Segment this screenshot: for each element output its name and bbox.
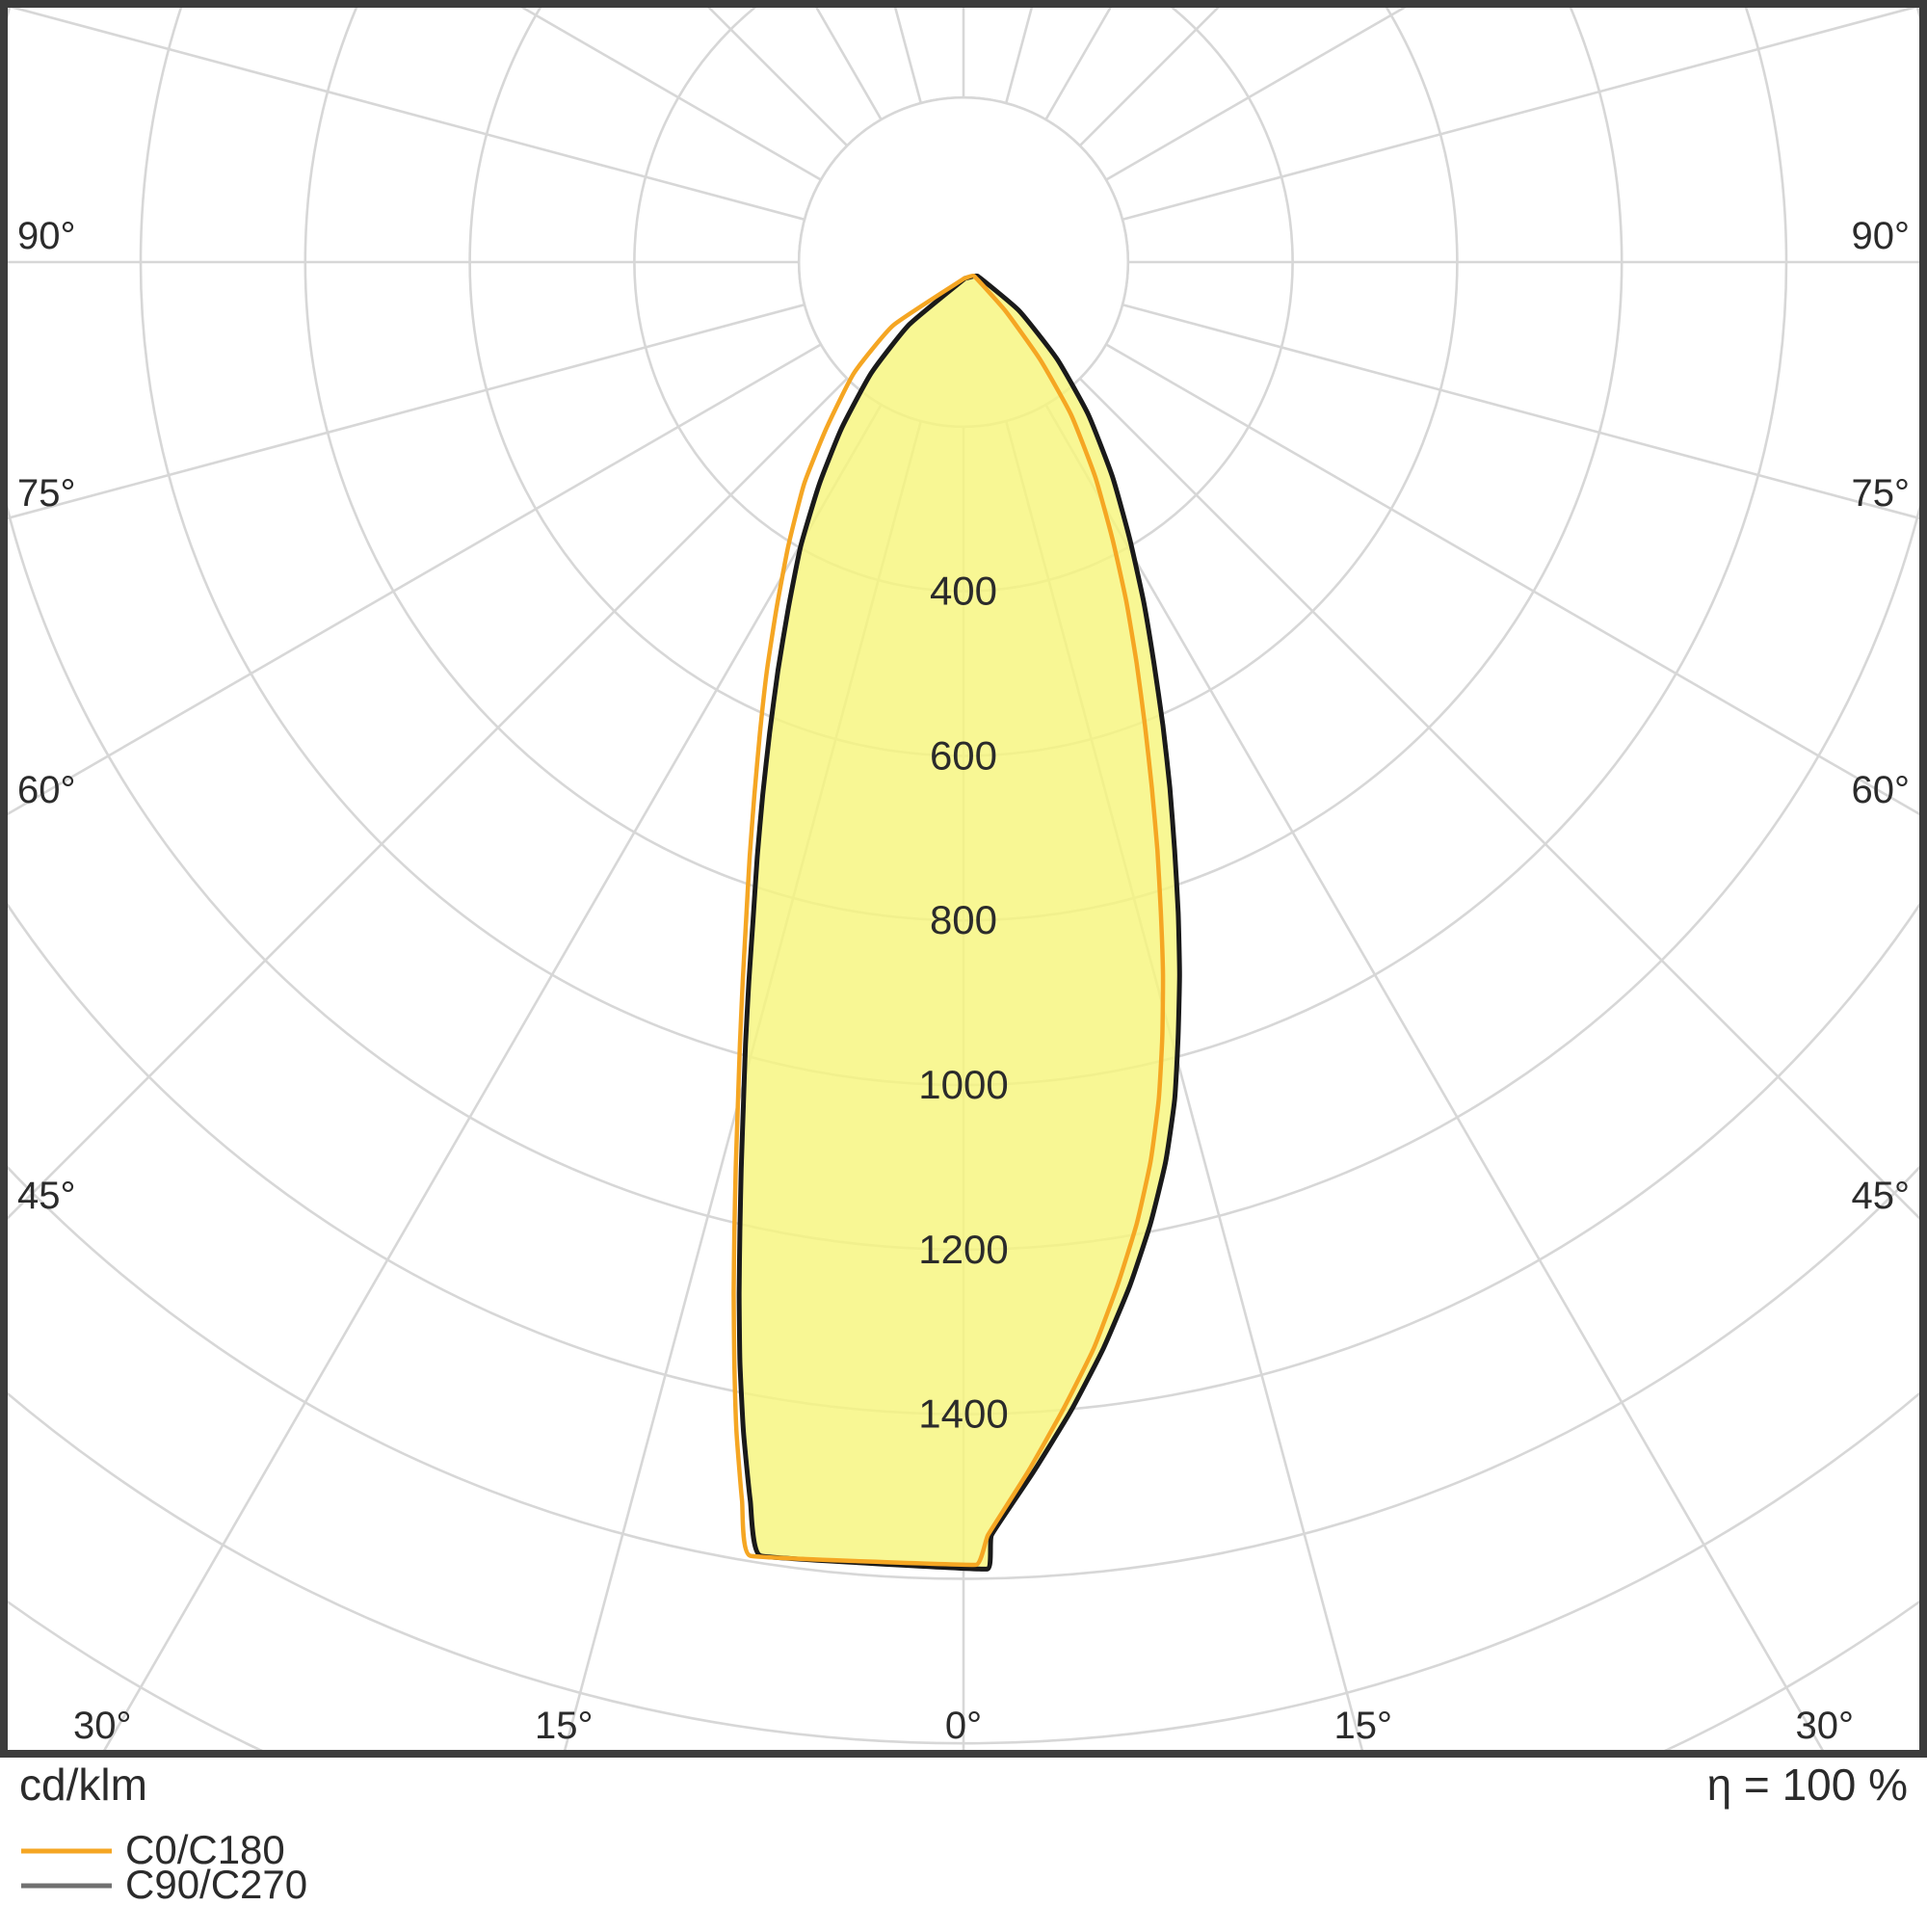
svg-text:1400: 1400 — [918, 1391, 1008, 1437]
svg-text:cd/klm: cd/klm — [19, 1760, 147, 1810]
svg-text:45°: 45° — [17, 1175, 76, 1217]
svg-text:60°: 60° — [1852, 769, 1911, 811]
svg-text:45°: 45° — [1852, 1175, 1911, 1217]
svg-text:1200: 1200 — [918, 1227, 1008, 1272]
svg-text:75°: 75° — [1852, 472, 1911, 515]
svg-text:90°: 90° — [17, 215, 76, 257]
svg-text:75°: 75° — [17, 472, 76, 515]
svg-text:90°: 90° — [1852, 215, 1911, 257]
svg-text:800: 800 — [930, 897, 997, 942]
svg-text:60°: 60° — [17, 769, 76, 811]
svg-text:0°: 0° — [945, 1705, 982, 1747]
svg-text:400: 400 — [930, 569, 997, 614]
svg-text:30°: 30° — [73, 1705, 132, 1747]
svg-text:30°: 30° — [1795, 1705, 1854, 1747]
svg-text:600: 600 — [930, 732, 997, 778]
svg-text:1000: 1000 — [918, 1062, 1008, 1107]
svg-text:η = 100 %: η = 100 % — [1707, 1760, 1908, 1810]
svg-text:C90/C270: C90/C270 — [125, 1862, 307, 1907]
svg-text:15°: 15° — [1334, 1705, 1393, 1747]
svg-text:15°: 15° — [535, 1705, 594, 1747]
